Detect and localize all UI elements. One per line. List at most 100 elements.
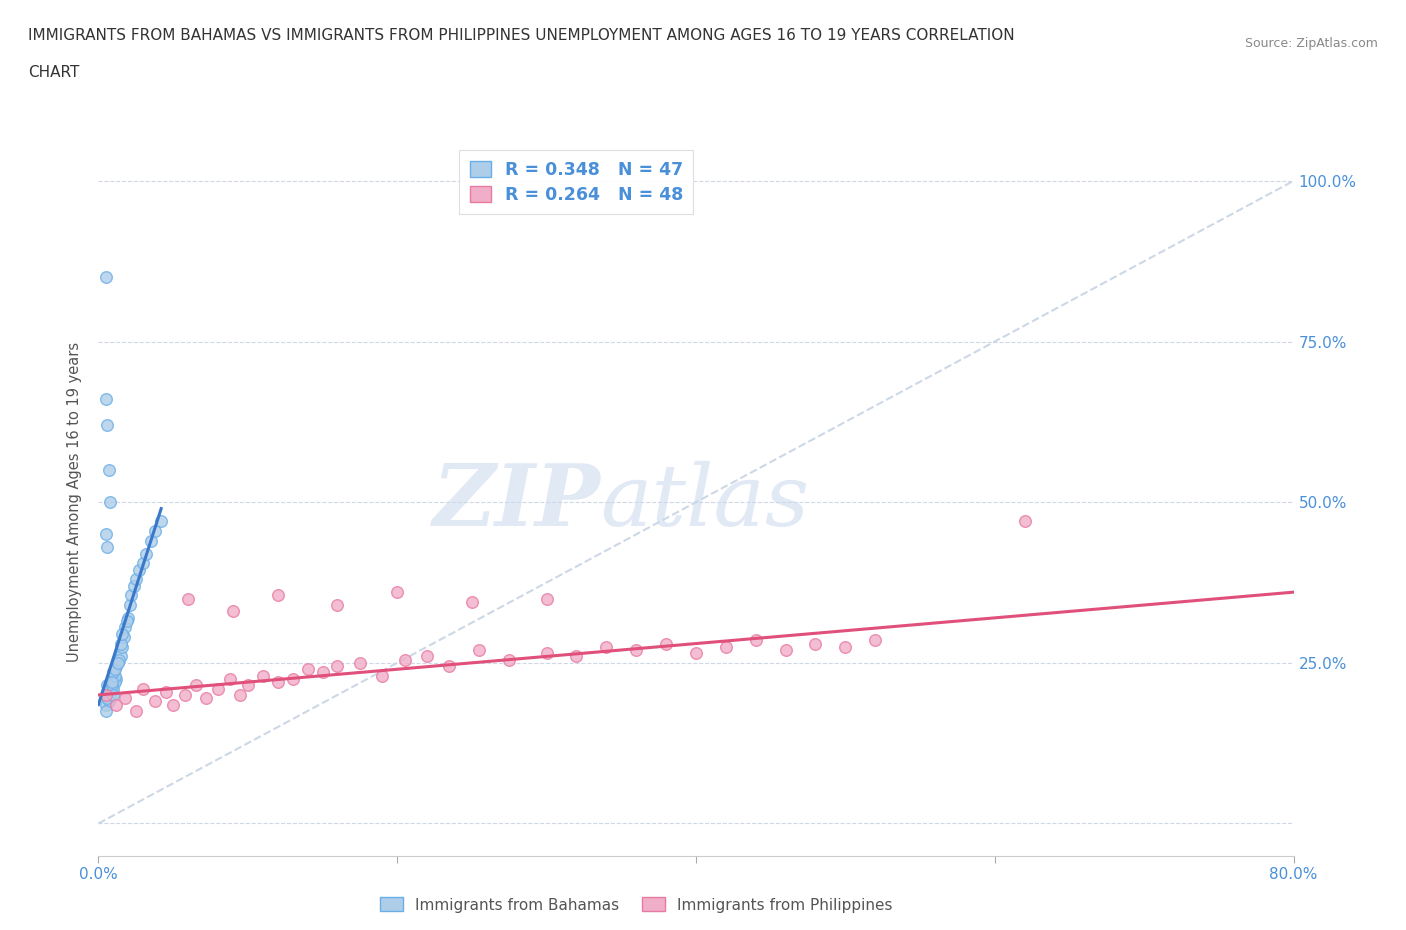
Point [94,527,117,542]
Point [94,270,117,285]
Point [195,691,218,706]
Point [96,678,118,693]
Point [865,633,887,648]
Point [96,684,118,699]
Point [461,594,484,609]
Point [468,643,491,658]
Point [97,462,120,477]
Text: IMMIGRANTS FROM BAHAMAS VS IMMIGRANTS FROM PHILIPPINES UNEMPLOYMENT AMONG AGES 1: IMMIGRANTS FROM BAHAMAS VS IMMIGRANTS FR… [28,28,1015,43]
Point [107,656,129,671]
Point [236,678,259,693]
Point [416,649,439,664]
Point [103,665,125,680]
Point [536,591,558,606]
Point [311,665,333,680]
Point [111,639,134,654]
Point [118,598,141,613]
Point [595,639,617,654]
Point [112,630,135,644]
Point [394,652,416,667]
Point [128,563,150,578]
Point [297,662,319,677]
Point [281,671,304,686]
Point [626,643,648,658]
Point [132,556,155,571]
Point [229,687,252,702]
Point [162,698,184,712]
Point [174,687,197,702]
Point [103,687,125,702]
Point [150,514,173,529]
Point [143,694,166,709]
Point [267,674,290,689]
Point [110,636,132,651]
Point [371,669,394,684]
Point [96,418,118,432]
Point [536,645,558,660]
Legend: Immigrants from Bahamas, Immigrants from Philippines: Immigrants from Bahamas, Immigrants from… [374,891,898,919]
Point [105,671,128,686]
Point [103,681,125,696]
Point [439,658,461,673]
Point [117,610,139,625]
Point [252,669,274,684]
Point [108,652,131,667]
Point [100,495,122,510]
Point [125,704,148,719]
Point [804,636,827,651]
Point [94,687,117,702]
Text: ZIP: ZIP [433,460,600,544]
Point [94,392,117,406]
Point [834,639,856,654]
Point [1014,514,1036,529]
Point [565,649,588,664]
Point [96,691,118,706]
Point [132,681,155,696]
Point [94,704,117,719]
Point [111,627,134,642]
Point [97,681,120,696]
Point [100,687,122,702]
Point [115,614,138,629]
Point [105,658,128,673]
Point [96,539,118,554]
Point [222,604,245,618]
Point [110,649,132,664]
Point [267,588,290,603]
Point [143,524,166,538]
Text: atlas: atlas [600,461,810,543]
Point [94,687,117,702]
Point [184,678,207,693]
Point [125,572,148,587]
Point [105,698,128,712]
Point [94,698,117,712]
Point [114,691,136,706]
Point [177,591,200,606]
Point [97,694,120,709]
Point [685,645,707,660]
Point [120,588,142,603]
Y-axis label: Unemployment Among Ages 16 to 19 years: Unemployment Among Ages 16 to 19 years [67,342,83,662]
Point [745,633,768,648]
Point [326,658,349,673]
Point [135,546,157,561]
Point [101,674,124,689]
Point [139,533,162,548]
Point [714,639,737,654]
Point [385,585,409,600]
Point [100,691,122,706]
Point [114,620,136,635]
Point [326,598,349,613]
Point [207,681,229,696]
Text: Source: ZipAtlas.com: Source: ZipAtlas.com [1244,37,1378,50]
Point [104,662,127,677]
Point [498,652,520,667]
Point [349,656,371,671]
Point [155,684,177,699]
Point [104,674,127,689]
Point [219,671,242,686]
Point [104,669,127,684]
Point [101,678,124,693]
Point [655,636,678,651]
Point [124,578,146,593]
